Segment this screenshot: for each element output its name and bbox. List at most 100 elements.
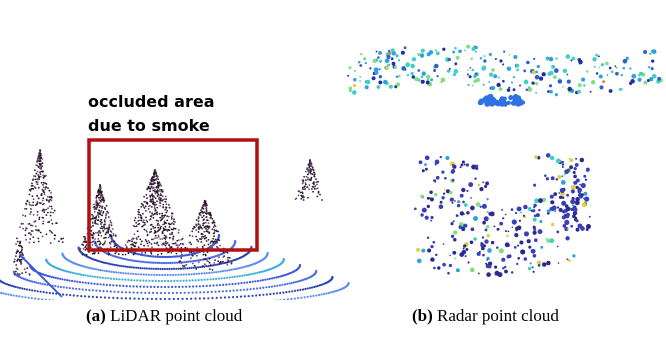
point bbox=[95, 232, 97, 234]
point bbox=[41, 298, 43, 300]
point bbox=[478, 273, 480, 275]
point bbox=[166, 268, 168, 270]
point bbox=[221, 277, 223, 279]
point bbox=[42, 174, 44, 176]
point bbox=[146, 194, 148, 196]
point bbox=[360, 64, 362, 66]
point bbox=[325, 292, 327, 294]
point bbox=[203, 231, 205, 233]
point bbox=[513, 88, 516, 91]
point bbox=[42, 190, 44, 192]
point bbox=[177, 298, 179, 300]
point bbox=[154, 208, 156, 210]
point bbox=[533, 204, 536, 207]
point bbox=[99, 202, 101, 204]
point bbox=[252, 281, 254, 283]
point bbox=[149, 231, 151, 233]
point bbox=[157, 223, 159, 225]
point bbox=[173, 262, 175, 264]
point bbox=[276, 299, 278, 300]
point bbox=[47, 212, 49, 214]
point bbox=[169, 224, 171, 226]
point bbox=[201, 272, 203, 274]
point bbox=[159, 229, 161, 231]
point bbox=[547, 209, 551, 213]
point bbox=[107, 277, 109, 279]
point bbox=[186, 264, 188, 266]
point bbox=[220, 297, 222, 299]
point bbox=[304, 288, 306, 290]
point bbox=[176, 253, 178, 255]
point bbox=[349, 66, 352, 69]
point bbox=[485, 228, 488, 231]
point bbox=[208, 244, 210, 246]
point bbox=[29, 273, 31, 275]
point bbox=[152, 198, 154, 200]
point bbox=[464, 164, 466, 166]
point bbox=[107, 232, 109, 234]
point bbox=[475, 73, 477, 75]
point bbox=[47, 196, 49, 198]
point bbox=[14, 259, 16, 261]
point bbox=[121, 291, 123, 293]
point bbox=[46, 199, 48, 201]
point bbox=[157, 190, 159, 192]
point bbox=[99, 188, 101, 190]
point bbox=[40, 176, 42, 178]
point bbox=[214, 232, 216, 234]
point bbox=[422, 169, 425, 172]
point bbox=[26, 267, 28, 269]
point bbox=[401, 51, 405, 55]
point bbox=[182, 265, 184, 267]
point bbox=[184, 267, 186, 269]
point bbox=[41, 182, 43, 184]
point bbox=[31, 289, 33, 291]
point bbox=[34, 298, 36, 300]
point bbox=[535, 92, 537, 94]
point bbox=[98, 234, 100, 236]
point bbox=[450, 222, 453, 225]
point bbox=[83, 236, 85, 238]
point bbox=[169, 226, 171, 228]
point bbox=[470, 240, 474, 244]
point bbox=[92, 244, 94, 246]
point bbox=[76, 281, 78, 283]
point bbox=[539, 76, 543, 80]
point bbox=[274, 285, 276, 287]
point bbox=[173, 227, 175, 229]
point bbox=[195, 236, 197, 238]
point bbox=[243, 282, 245, 284]
point bbox=[219, 262, 221, 264]
point bbox=[38, 230, 40, 232]
point bbox=[584, 197, 589, 202]
point bbox=[31, 185, 33, 187]
point bbox=[100, 247, 102, 249]
point bbox=[450, 197, 454, 201]
point bbox=[456, 56, 460, 60]
point bbox=[412, 57, 416, 61]
point bbox=[277, 276, 279, 278]
point bbox=[181, 262, 183, 264]
point bbox=[96, 296, 98, 298]
point bbox=[557, 206, 559, 208]
point bbox=[145, 201, 147, 203]
point bbox=[566, 194, 569, 197]
point bbox=[105, 215, 107, 217]
point bbox=[55, 222, 57, 224]
point bbox=[532, 266, 534, 268]
point bbox=[136, 242, 138, 244]
point bbox=[229, 290, 231, 292]
point bbox=[15, 286, 17, 288]
point bbox=[447, 69, 451, 73]
point bbox=[64, 279, 66, 281]
point bbox=[154, 182, 156, 184]
point bbox=[44, 194, 46, 196]
point bbox=[511, 208, 514, 211]
point bbox=[164, 286, 166, 288]
point bbox=[143, 219, 145, 221]
point bbox=[88, 289, 90, 291]
point bbox=[54, 210, 56, 212]
point bbox=[38, 298, 40, 300]
point bbox=[427, 237, 429, 239]
point bbox=[129, 240, 131, 242]
